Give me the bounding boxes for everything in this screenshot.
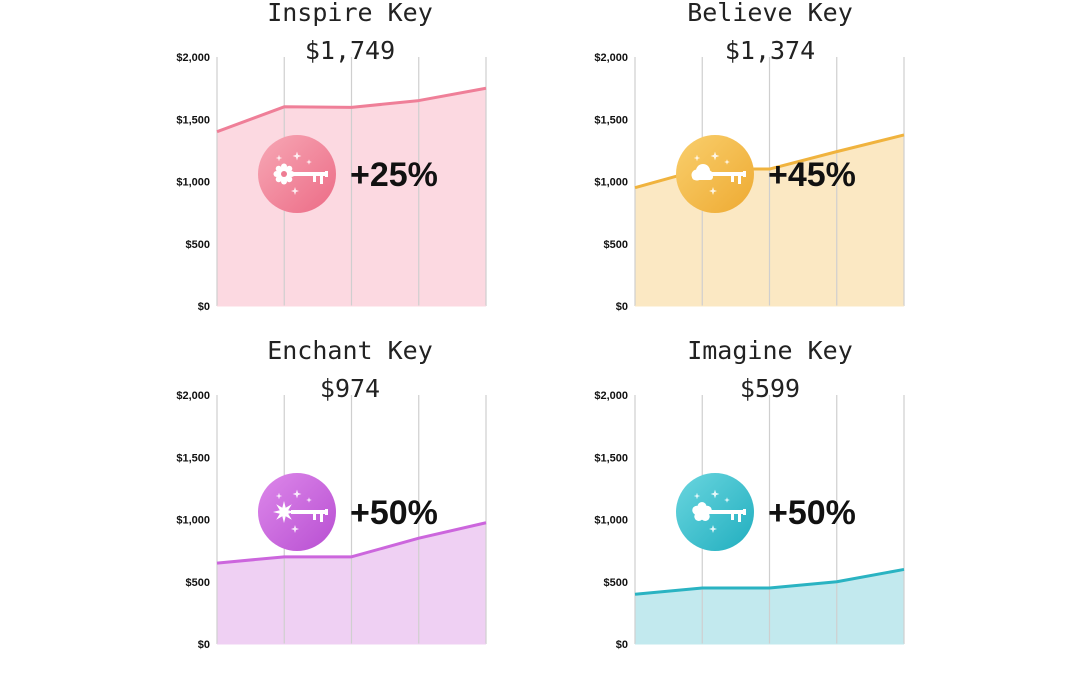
burst-star: [273, 501, 295, 523]
chart-title: Believe Key: [687, 0, 853, 27]
y-tick-label: $1,500: [176, 114, 210, 126]
key-badge: [676, 473, 754, 551]
key-badge: [258, 135, 336, 213]
y-tick-label: $1,500: [594, 114, 628, 126]
sparkle: [724, 159, 730, 165]
y-tick-label: $1,000: [176, 515, 210, 527]
key-tip: [325, 509, 328, 515]
sparkle: [709, 525, 717, 533]
key-tip: [743, 509, 746, 515]
sparkle: [710, 489, 720, 499]
sparkle: [693, 154, 701, 162]
sparkle: [275, 154, 283, 162]
key-tooth: [320, 175, 323, 184]
area-chart: $0 $500 $1,000 $1,500 $2,000 +45%: [594, 52, 905, 313]
area-chart: $0 $500 $1,000 $1,500 $2,000 +25%: [176, 52, 487, 313]
key-badge: [676, 135, 754, 213]
y-tick-label: $2,000: [176, 52, 210, 64]
key-tooth: [738, 513, 741, 522]
y-tick-label: $1,500: [176, 452, 210, 464]
cloud-key-icon: [691, 151, 746, 195]
sparkle: [275, 492, 283, 500]
percent-change-label: +50%: [768, 494, 856, 532]
key-tooth: [313, 175, 316, 182]
percent-change-label: +25%: [350, 156, 438, 194]
area-chart: $0 $500 $1,000 $1,500 $2,000 +50%: [176, 390, 487, 651]
percent-change-label: +45%: [768, 156, 856, 194]
chart-title: Enchant Key: [267, 336, 433, 365]
flower-key-icon: [692, 489, 746, 533]
y-tick-label: $0: [616, 301, 628, 313]
star-key-icon: [273, 489, 328, 533]
key-shaft: [709, 510, 745, 514]
cloud-base: [692, 174, 713, 180]
sparkle: [693, 492, 701, 500]
y-tick-label: $500: [186, 577, 210, 589]
percent-change-label: +50%: [350, 494, 438, 532]
y-tick-label: $2,000: [594, 52, 628, 64]
sparkle: [306, 497, 312, 503]
chart-panel-inspire: Inspire Key $1,749 $0 $500 $1,000 $1,500 $2,…: [160, 0, 580, 330]
chart-panel-believe: Believe Key $1,374 $0 $500 $1,000 $1,500 $2,…: [578, 0, 998, 330]
chart-subtitle-price: $974: [319, 374, 381, 403]
y-tick-label: $0: [198, 301, 210, 313]
chart-subtitle-price: $1,749: [304, 36, 396, 65]
sparkle: [710, 151, 720, 161]
key-shaft: [291, 172, 327, 176]
chart-title: Imagine Key: [687, 336, 853, 365]
key-tip: [325, 171, 328, 177]
sparkle: [292, 151, 302, 161]
y-tick-label: $0: [616, 639, 628, 651]
y-tick-label: $2,000: [176, 390, 210, 402]
y-tick-label: $1,000: [594, 177, 628, 189]
chart-title: Inspire Key: [267, 0, 433, 27]
chart-panel-enchant: Enchant Key $974 $0 $500 $1,000 $1,500 $2,00…: [160, 336, 580, 668]
y-tick-label: $1,000: [594, 515, 628, 527]
chart-panel-imagine: Imagine Key $599 $0 $500 $1,000 $1,500 $2,00…: [578, 336, 998, 668]
key-tooth: [731, 513, 734, 520]
gear-hole: [281, 171, 287, 177]
sparkle: [306, 159, 312, 165]
key-tooth: [738, 175, 741, 184]
y-tick-label: $500: [604, 577, 628, 589]
sparkle: [291, 525, 299, 533]
sparkle: [291, 187, 299, 195]
y-tick-label: $2,000: [594, 390, 628, 402]
y-tick-label: $500: [186, 239, 210, 251]
gear-key-icon: [273, 151, 328, 195]
key-shaft: [291, 510, 327, 514]
key-shaft: [709, 172, 745, 176]
key-tip: [743, 171, 746, 177]
y-tick-label: $500: [604, 239, 628, 251]
key-tooth: [320, 513, 323, 522]
sparkle: [709, 187, 717, 195]
key-tooth: [313, 513, 316, 520]
area-chart: $0 $500 $1,000 $1,500 $2,000 +50%: [594, 390, 905, 651]
sparkle: [724, 497, 730, 503]
key-badge: [258, 473, 336, 551]
key-tooth: [731, 175, 734, 182]
y-tick-label: $1,000: [176, 177, 210, 189]
y-tick-label: $0: [198, 639, 210, 651]
flower-center: [698, 508, 706, 516]
y-tick-label: $1,500: [594, 452, 628, 464]
sparkle: [292, 489, 302, 499]
